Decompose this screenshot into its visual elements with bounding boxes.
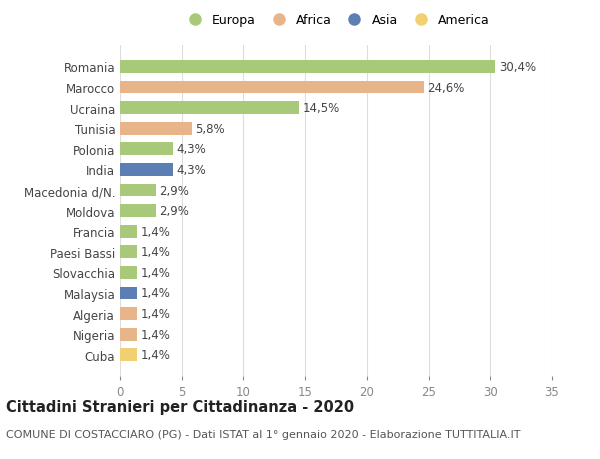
Text: 1,4%: 1,4% — [141, 308, 171, 320]
Text: 4,3%: 4,3% — [177, 143, 206, 156]
Text: 1,4%: 1,4% — [141, 287, 171, 300]
Text: 1,4%: 1,4% — [141, 225, 171, 238]
Bar — [120, 61, 495, 73]
Bar — [120, 225, 137, 238]
Text: Cittadini Stranieri per Cittadinanza - 2020: Cittadini Stranieri per Cittadinanza - 2… — [6, 399, 354, 414]
Text: 5,8%: 5,8% — [195, 123, 225, 135]
Text: 30,4%: 30,4% — [499, 61, 536, 74]
Text: 1,4%: 1,4% — [141, 246, 171, 259]
Text: COMUNE DI COSTACCIARO (PG) - Dati ISTAT al 1° gennaio 2020 - Elaborazione TUTTIT: COMUNE DI COSTACCIARO (PG) - Dati ISTAT … — [6, 429, 521, 439]
Text: 4,3%: 4,3% — [177, 163, 206, 177]
Bar — [120, 266, 137, 279]
Text: 1,4%: 1,4% — [141, 266, 171, 279]
Bar — [120, 328, 137, 341]
Text: 1,4%: 1,4% — [141, 328, 171, 341]
Text: 14,5%: 14,5% — [302, 102, 340, 115]
Bar — [120, 123, 191, 135]
Bar — [120, 308, 137, 320]
Text: 1,4%: 1,4% — [141, 348, 171, 362]
Bar — [120, 143, 173, 156]
Bar — [120, 349, 137, 361]
Bar — [120, 81, 424, 94]
Bar — [120, 287, 137, 300]
Bar — [120, 164, 173, 176]
Text: 2,9%: 2,9% — [160, 205, 190, 218]
Legend: Europa, Africa, Asia, America: Europa, Africa, Asia, America — [182, 14, 490, 27]
Text: 2,9%: 2,9% — [160, 184, 190, 197]
Bar — [120, 102, 299, 115]
Text: 24,6%: 24,6% — [427, 81, 465, 95]
Bar — [120, 205, 156, 218]
Bar — [120, 184, 156, 197]
Bar — [120, 246, 137, 258]
